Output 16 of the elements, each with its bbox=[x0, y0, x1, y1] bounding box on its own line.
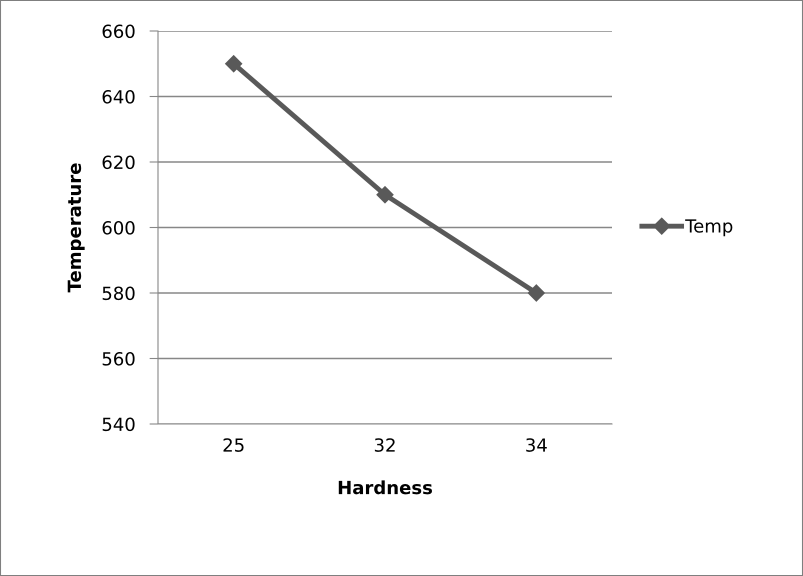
y-tick-label: 560 bbox=[102, 352, 135, 366]
x-axis-title: Hardness bbox=[338, 480, 432, 494]
y-tick-label: 540 bbox=[102, 417, 135, 432]
x-tick-label: 25 bbox=[224, 438, 244, 452]
y-axis-title: Temperature bbox=[68, 163, 85, 292]
x-tick-label: 34 bbox=[526, 438, 547, 452]
y-tick-label: 620 bbox=[102, 155, 135, 170]
legend-label: Temp bbox=[685, 219, 732, 236]
x-tick-label: 32 bbox=[374, 438, 395, 452]
y-tick-label: 660 bbox=[102, 24, 135, 38]
point bbox=[376, 186, 394, 204]
point bbox=[528, 284, 545, 302]
y-tick-label: 600 bbox=[102, 220, 135, 235]
y-tick-label: 580 bbox=[102, 286, 135, 300]
point bbox=[225, 55, 242, 72]
y-tick-label: 640 bbox=[102, 90, 135, 104]
